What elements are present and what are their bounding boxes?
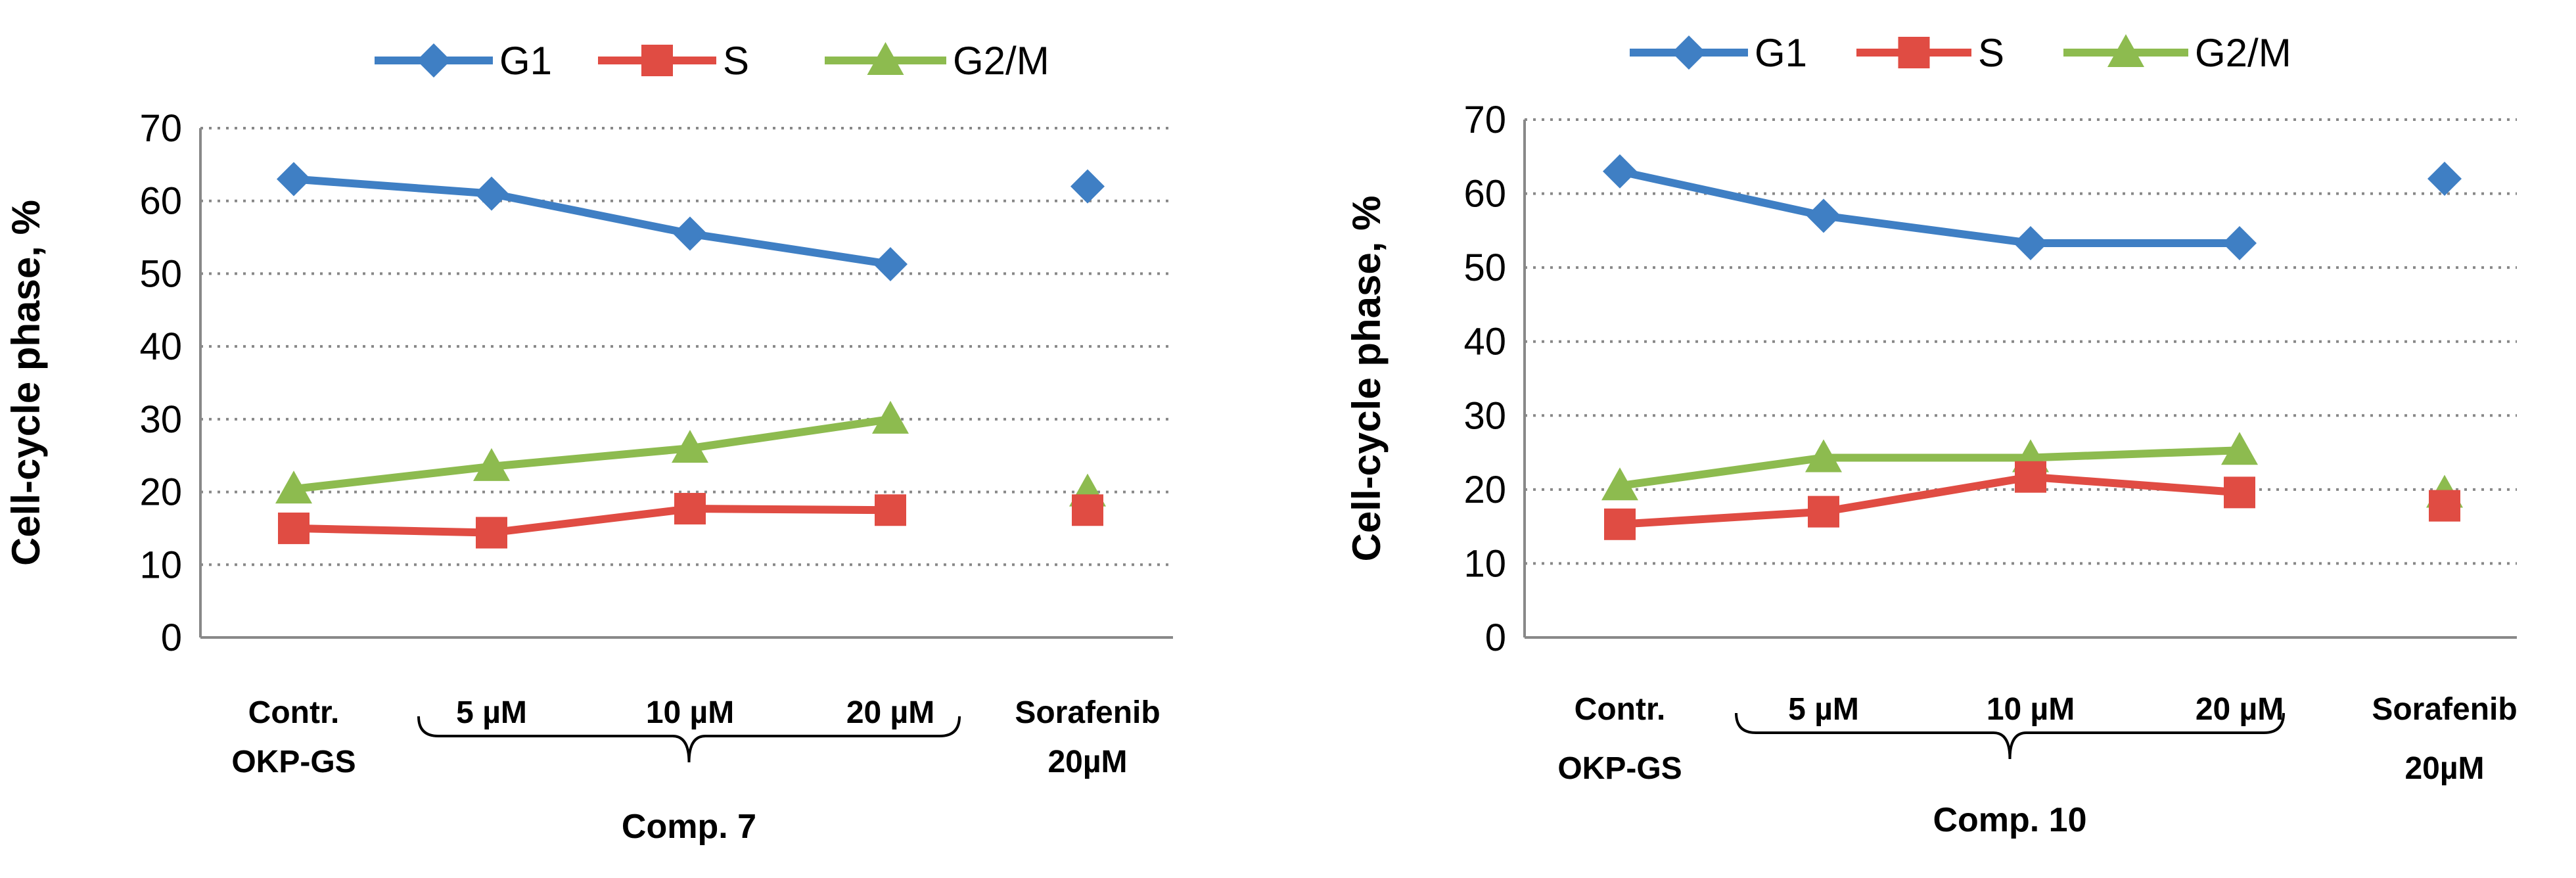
data-point-g1 <box>1806 198 1841 233</box>
series-line-g1 <box>293 175 891 268</box>
y-tick-label: 20 <box>139 471 182 514</box>
data-point-s <box>1898 37 1930 68</box>
data-point-g1 <box>2222 225 2257 260</box>
data-point-s <box>2429 490 2460 522</box>
data-point-s <box>1808 496 1839 528</box>
chart-comp-10: 0 10 20 30 40 50 60 70 Cell-cycle phase, % Contr.… <box>1345 31 2518 839</box>
series-line-s <box>293 505 891 537</box>
category-label: 20 µM <box>2196 692 2284 727</box>
y-tick-label: 0 <box>161 616 182 659</box>
series-line-g2m <box>293 415 891 494</box>
series-line-g2m <box>1619 446 2240 490</box>
data-point-g2m <box>672 430 708 463</box>
data-point-g2m <box>2107 34 2144 67</box>
data-point-s <box>674 493 706 525</box>
category-label: 10 µM <box>646 695 734 730</box>
data-point-g1 <box>1070 169 1105 204</box>
y-tick-label: 10 <box>139 543 182 586</box>
data-point-g1 <box>2013 225 2048 260</box>
category-label: 5 µM <box>1788 692 1859 727</box>
data-point-s <box>1604 508 1636 540</box>
category-label: 5 µM <box>456 695 527 730</box>
legend-label: S <box>1978 31 2004 75</box>
data-point-g2m <box>2221 432 2258 465</box>
data-point-g1 <box>2427 162 2462 196</box>
category-label: 20 µM <box>846 695 934 730</box>
y-tick-label: 0 <box>1485 616 1506 659</box>
category-label: 10 µM <box>1987 692 2075 727</box>
data-point-s <box>2015 461 2046 493</box>
group-label: Comp. 7 <box>622 808 756 846</box>
series-line-g1 <box>1619 167 2240 247</box>
category-label: 20µM <box>1047 745 1127 779</box>
data-point-s <box>2224 476 2255 509</box>
category-label: Contr. <box>248 695 340 730</box>
y-axis-label: Cell-cycle phase, % <box>1345 196 1389 562</box>
data-point-g2m <box>867 42 904 75</box>
data-point-s <box>278 512 310 544</box>
data-point-g1 <box>673 216 707 251</box>
y-axis-label: Cell-cycle phase, % <box>4 200 48 566</box>
y-tick-label: 30 <box>1463 394 1506 437</box>
data-point-g2m <box>1805 439 1842 473</box>
data-point-g1 <box>1672 35 1706 70</box>
group-brace <box>1735 712 2285 760</box>
legend-label: S <box>723 39 749 83</box>
data-point-g2m <box>872 400 909 434</box>
y-tick-label: 60 <box>139 180 182 223</box>
group-label: Comp. 10 <box>1933 801 2086 839</box>
data-point-s <box>875 494 906 526</box>
data-point-g1 <box>1603 154 1637 189</box>
category-label: OKP-GS <box>1557 751 1682 786</box>
y-tick-label: 40 <box>139 325 182 368</box>
category-label: Sorafenib <box>2372 692 2517 727</box>
y-tick-label: 70 <box>1463 99 1506 141</box>
data-point-g1 <box>474 176 509 211</box>
data-point-s <box>476 517 507 549</box>
series-line-s <box>1619 473 2240 528</box>
category-label: OKP-GS <box>231 745 356 779</box>
y-tick-label: 10 <box>1463 542 1506 585</box>
data-point-g2m <box>275 471 312 504</box>
y-tick-label: 70 <box>139 107 182 150</box>
data-point-s <box>1072 494 1103 526</box>
y-tick-label: 60 <box>1463 173 1506 216</box>
y-tick-label: 50 <box>1463 246 1506 289</box>
legend-label: G2/M <box>953 39 1049 83</box>
legend-label: G2/M <box>2195 31 2291 75</box>
y-tick-label: 20 <box>1463 469 1506 511</box>
y-tick-label: 40 <box>1463 321 1506 363</box>
y-tick-label: 50 <box>139 252 182 295</box>
category-label: Sorafenib <box>1015 695 1160 730</box>
y-tick-label: 30 <box>139 398 182 441</box>
data-point-g1 <box>277 162 311 196</box>
group-brace <box>417 716 961 763</box>
data-point-g2m <box>473 448 510 481</box>
data-point-g2m <box>1601 467 1638 501</box>
legend-label: G1 <box>499 39 552 83</box>
data-point-s <box>641 45 673 76</box>
category-label: Contr. <box>1575 692 1666 727</box>
data-point-g1 <box>873 247 908 282</box>
chart-comp-7: 0 10 20 30 40 50 60 70 Cell-cycle phase, % Contr.… <box>4 39 1173 846</box>
data-point-g1 <box>417 43 451 78</box>
legend-label: G1 <box>1755 31 1807 75</box>
category-label: 20µM <box>2404 751 2484 786</box>
